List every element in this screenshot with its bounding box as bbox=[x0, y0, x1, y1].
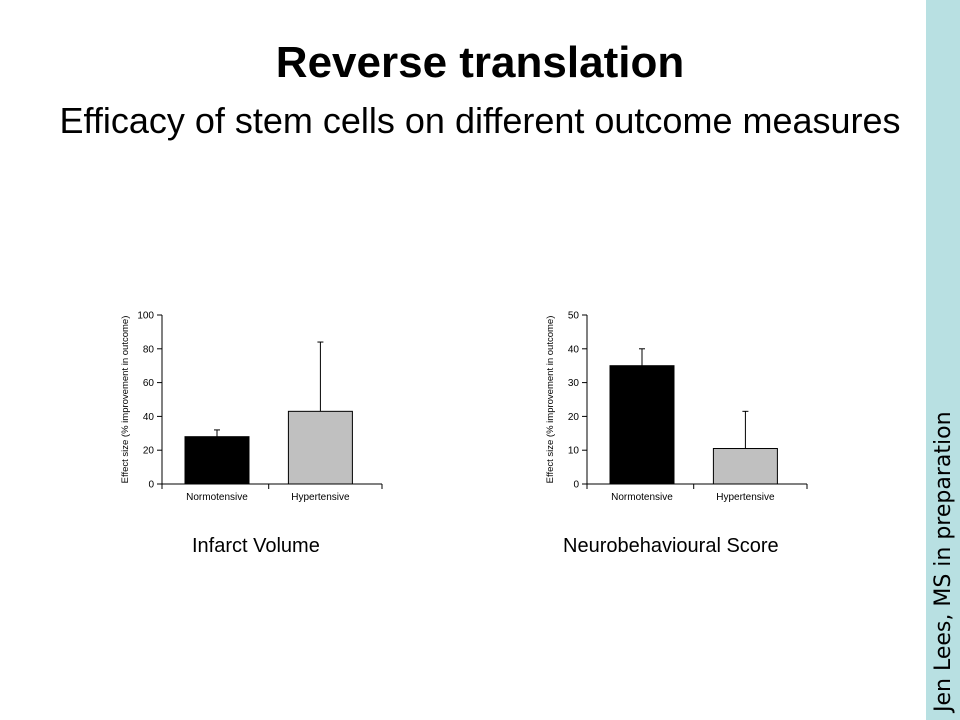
x-category-label: Hypertensive bbox=[291, 492, 350, 503]
y-tick-label: 100 bbox=[137, 311, 154, 322]
bar-normotensive bbox=[184, 436, 250, 485]
y-tick-label: 0 bbox=[148, 480, 154, 491]
infarct-volume-caption: Infarct Volume bbox=[192, 535, 320, 557]
y-tick-label: 60 bbox=[143, 378, 155, 389]
y-tick-label: 50 bbox=[568, 311, 580, 322]
slide-subtitle: Efficacy of stem cells on different outc… bbox=[59, 100, 901, 141]
y-axis-label: Effect size (% improvement in outcome) bbox=[120, 316, 131, 484]
y-tick-label: 20 bbox=[143, 446, 155, 457]
x-category-label: Normotensive bbox=[186, 492, 248, 503]
credit-text: Jen Lees, MS in preparation bbox=[931, 411, 956, 712]
y-tick-label: 80 bbox=[143, 344, 155, 355]
y-tick-label: 30 bbox=[568, 378, 580, 389]
bar-normotensive bbox=[609, 365, 675, 485]
sidebar-strip bbox=[926, 0, 960, 720]
y-tick-label: 10 bbox=[568, 446, 580, 457]
y-tick-label: 40 bbox=[143, 412, 155, 423]
y-tick-label: 20 bbox=[568, 412, 580, 423]
x-category-label: Normotensive bbox=[611, 492, 673, 503]
neurobehavioural-score-caption: Neurobehavioural Score bbox=[563, 535, 779, 557]
y-axis-label: Effect size (% improvement in outcome) bbox=[545, 316, 556, 484]
slide-title: Reverse translation bbox=[275, 38, 685, 87]
x-category-label: Hypertensive bbox=[716, 492, 775, 503]
bar-hypertensive bbox=[712, 448, 778, 485]
y-tick-label: 0 bbox=[573, 480, 579, 491]
neurobehavioural-score-chart: 0 10 20 30 40 50 Effect size (% improvement in… bbox=[545, 311, 808, 503]
bar-hypertensive bbox=[287, 410, 353, 485]
credit-area: Jen Lees, MS in preparation bbox=[926, 0, 960, 720]
infarct-volume-chart: 0 20 40 60 80 100 Effect size (% improvement i… bbox=[120, 311, 383, 503]
y-tick-label: 40 bbox=[568, 344, 580, 355]
